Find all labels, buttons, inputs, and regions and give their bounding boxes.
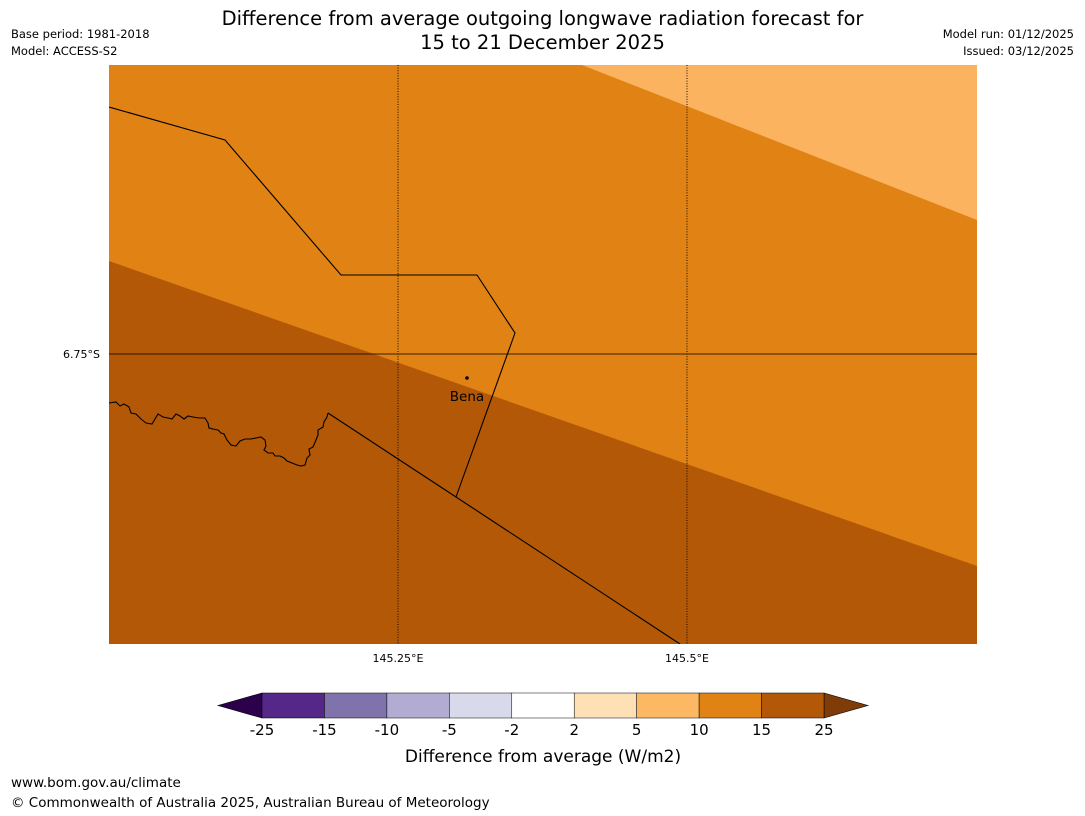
footer-url: www.bom.gov.au/climate [11, 775, 181, 791]
province-boundary-south [327, 412, 681, 644]
colorbar-tick-label: 5 [632, 721, 642, 739]
colorbar-segment [573, 692, 637, 719]
colorbar-tick-label: -15 [312, 721, 337, 739]
issued-date: Issued: 03/12/2025 [963, 44, 1074, 58]
colorbar-tick-label: 15 [752, 721, 771, 739]
colorbar-segment [636, 692, 700, 719]
meta-left: Base period: 1981-2018 Model: ACCESS-S2 [11, 26, 150, 60]
province-boundary-north [109, 106, 516, 498]
colorbar-tick-label: -25 [250, 721, 275, 739]
forecast-band-5-10 [582, 65, 977, 220]
map-area: Bena [109, 65, 977, 644]
longitude-label-1: 145.25°E [373, 652, 424, 665]
colorbar-segment [324, 692, 388, 719]
colorbar-tick-label: 25 [814, 721, 833, 739]
colorbar-extend-high [823, 692, 870, 719]
town-marker [465, 376, 469, 380]
footer-copyright: © Commonwealth of Australia 2025, Austra… [11, 795, 490, 811]
forecast-band-15-25 [109, 261, 977, 644]
coastline [109, 401, 329, 467]
colorbar-extend-low [216, 692, 263, 719]
colorbar-segment [698, 692, 762, 719]
colorbar-segment [386, 692, 450, 719]
colorbar-tick-label: 2 [569, 721, 579, 739]
colorbar-tick-label: -5 [442, 721, 457, 739]
title-line-1: Difference from average outgoing longwav… [221, 7, 864, 30]
colorbar-tick-label: 10 [690, 721, 709, 739]
colorbar-label: Difference from average (W/m2) [405, 747, 681, 767]
colorbar-segment [511, 692, 575, 719]
base-period: Base period: 1981-2018 [11, 27, 150, 41]
latitude-label: 6.75°S [63, 348, 100, 361]
meta-right: Model run: 01/12/2025 Issued: 03/12/2025 [943, 26, 1074, 60]
model-name: Model: ACCESS-S2 [11, 44, 118, 58]
colorbar: -25 -15 -10 -5 -2 2 5 10 15 25 [216, 692, 870, 739]
chart-title: Difference from average outgoing longwav… [0, 7, 1085, 55]
longitude-label-2: 145.5°E [665, 652, 709, 665]
colorbar-segment [261, 692, 325, 719]
title-line-2: 15 to 21 December 2025 [420, 31, 665, 54]
model-run: Model run: 01/12/2025 [942, 27, 1074, 41]
town-label: Bena [450, 389, 484, 405]
colorbar-tick-label: -10 [375, 721, 400, 739]
colorbar-tick-label: -2 [504, 721, 519, 739]
colorbar-segment [761, 692, 825, 719]
colorbar-segment [449, 692, 513, 719]
